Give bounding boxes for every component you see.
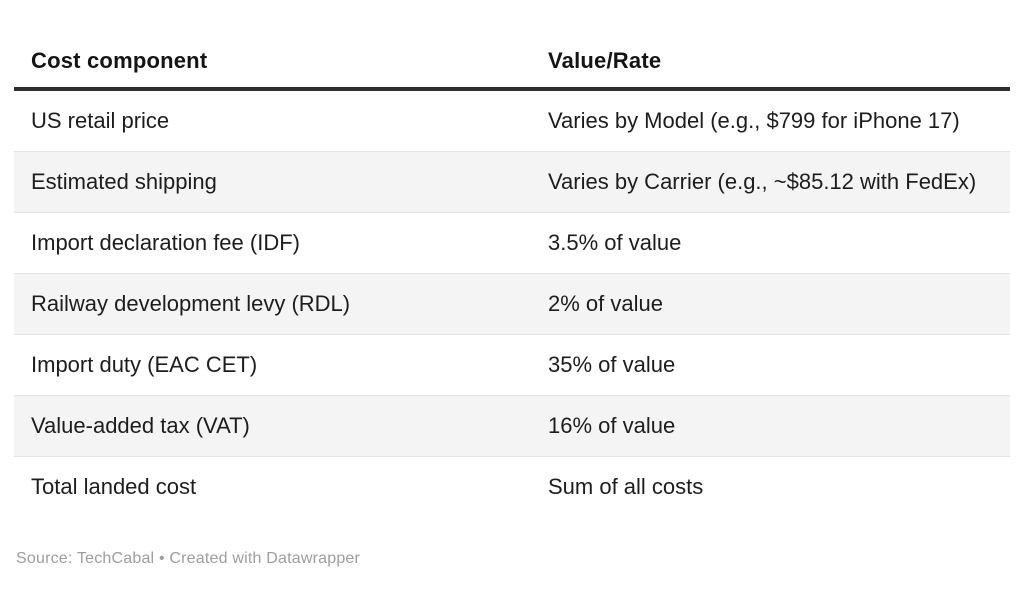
table-header-row: Cost component Value/Rate bbox=[14, 40, 1010, 91]
cost-table: Cost component Value/Rate US retail pric… bbox=[14, 40, 1010, 517]
cell-value: 2% of value bbox=[531, 273, 1010, 335]
cell-component: Railway development levy (RDL) bbox=[14, 273, 531, 335]
table-body: US retail price Varies by Model (e.g., $… bbox=[14, 89, 1010, 517]
table-row: Import declaration fee (IDF) 3.5% of val… bbox=[14, 212, 1010, 274]
table-row: Value-added tax (VAT) 16% of value bbox=[14, 395, 1010, 457]
cost-table-container: Cost component Value/Rate US retail pric… bbox=[14, 40, 1010, 517]
table-row: Import duty (EAC CET) 35% of value bbox=[14, 334, 1010, 396]
table-row: US retail price Varies by Model (e.g., $… bbox=[14, 89, 1010, 152]
cell-component: Estimated shipping bbox=[14, 151, 531, 213]
table-header: Cost component Value/Rate bbox=[14, 40, 1010, 91]
cell-value: 35% of value bbox=[531, 334, 1010, 396]
cell-component: Import duty (EAC CET) bbox=[14, 334, 531, 396]
cell-value: 3.5% of value bbox=[531, 212, 1010, 274]
cell-component: Import declaration fee (IDF) bbox=[14, 212, 531, 274]
table-row: Estimated shipping Varies by Carrier (e.… bbox=[14, 151, 1010, 213]
cell-value: Sum of all costs bbox=[548, 474, 704, 499]
source-attribution: Source: TechCabal • Created with Datawra… bbox=[16, 550, 361, 567]
column-header-cost-component: Cost component bbox=[14, 40, 531, 91]
cell-value: Varies by Carrier (e.g., ~$85.12 with Fe… bbox=[531, 151, 1010, 213]
column-header-value-rate: Value/Rate bbox=[531, 40, 1010, 91]
cell-component: Total landed cost bbox=[31, 474, 197, 499]
cell-value: Varies by Model (e.g., $799 for iPhone 1… bbox=[531, 89, 1010, 152]
cell-value: 16% of value bbox=[531, 395, 1010, 457]
cell-component: US retail price bbox=[14, 89, 531, 152]
table-row: Total landed cost Sum of all costs bbox=[14, 457, 1010, 518]
cell-component: Value-added tax (VAT) bbox=[14, 395, 531, 457]
table-row: Railway development levy (RDL) 2% of val… bbox=[14, 273, 1010, 335]
